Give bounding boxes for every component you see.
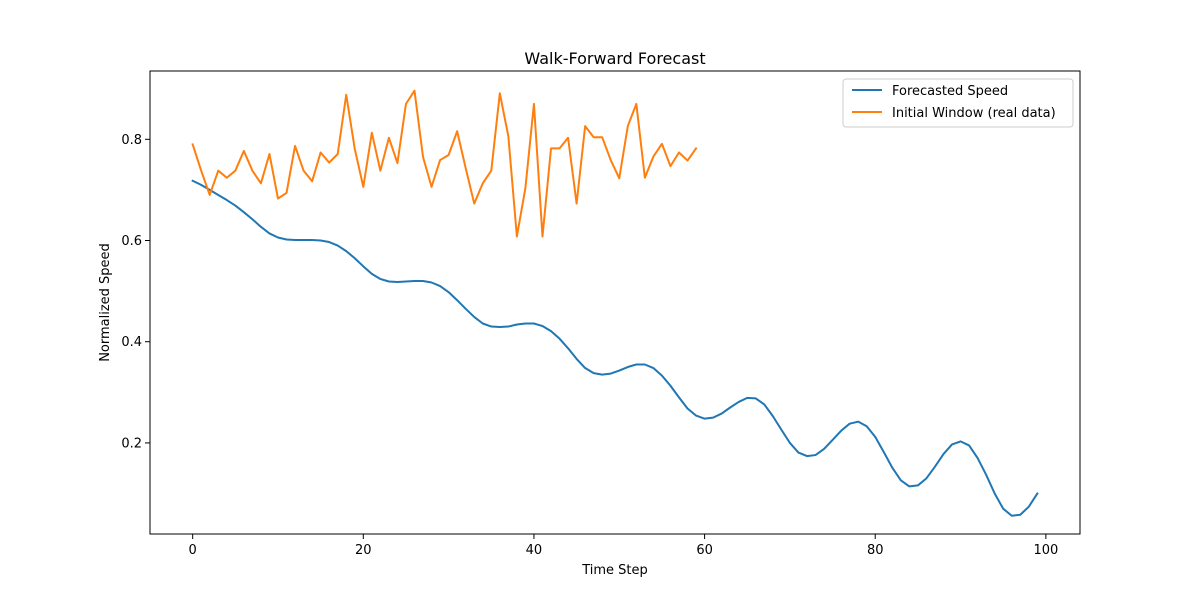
plot-frame [149,70,1081,535]
series-layer [191,89,1039,517]
y-tick-label: 0.2 [121,436,142,451]
x-axis-label: Time Step [581,563,648,578]
x-tick-label: 40 [526,543,543,558]
series-line-forecasted-speed [191,179,1039,517]
x-tick-label: 60 [696,543,713,558]
chart-title: Walk-Forward Forecast [524,49,705,68]
x-tick-label: 80 [867,543,884,558]
x-tick-label: 20 [355,543,372,558]
legend: Forecasted Speed Initial Window (real da… [842,78,1074,128]
legend-label-initial-window: Initial Window (real data) [892,106,1056,121]
series-line-initial-window-real-data [191,89,698,238]
y-tick-label: 0.6 [121,234,142,249]
legend-box [842,78,1074,128]
y-axis: 0.2 0.4 0.6 0.8 [121,133,150,451]
y-axis-label: Normalized Speed [98,243,113,362]
legend-label-forecasted-speed: Forecasted Speed [892,84,1008,99]
y-tick-label: 0.8 [121,133,142,148]
y-tick-label: 0.4 [121,335,142,350]
x-tick-label: 100 [1033,543,1058,558]
x-tick-label: 0 [189,543,197,558]
x-axis: 0 20 40 60 80 100 [189,534,1058,558]
